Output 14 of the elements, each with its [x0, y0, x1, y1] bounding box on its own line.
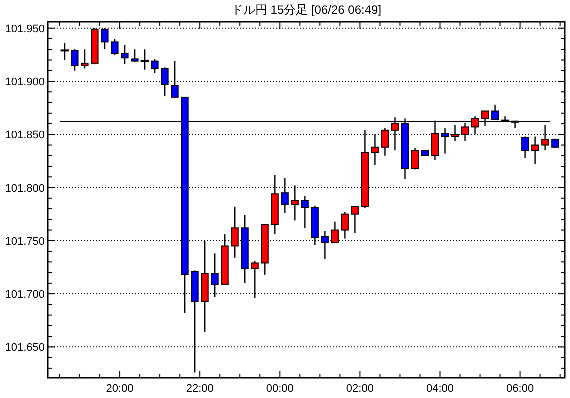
x-tick-label: 06:00	[506, 383, 534, 395]
y-tick-label: 101.650	[5, 342, 45, 354]
x-tick-label: 04:00	[426, 383, 454, 395]
y-tick-label: 101.900	[5, 76, 45, 89]
y-tick-label: 101.750	[5, 236, 45, 248]
x-tick-label: 22:00	[186, 383, 214, 395]
x-tick-label: 20:00	[106, 383, 134, 395]
y-tick-label: 101.800	[5, 182, 45, 195]
chart-title: ドル円 15分足 [06/26 06:49]	[231, 3, 382, 17]
y-tick-label: 101.850	[5, 130, 45, 142]
x-tick-label: 02:00	[346, 383, 374, 395]
y-tick-label: 101.700	[5, 289, 45, 302]
x-tick-label: 00:00	[266, 383, 294, 395]
y-tick-label: 101.950	[5, 23, 45, 36]
